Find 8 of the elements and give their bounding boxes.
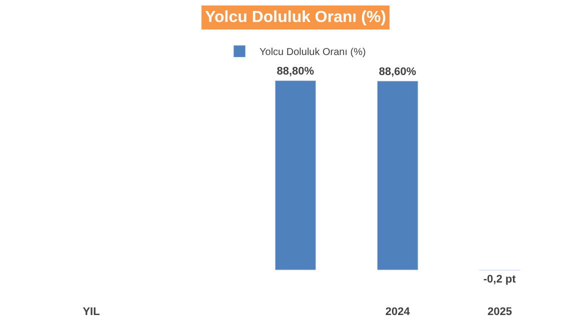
- x-tick-label: YIL: [82, 306, 100, 318]
- legend-label: Yolcu Doluluk Oranı (%): [260, 47, 366, 58]
- chart-title: Yolcu Doluluk Oranı (%): [205, 9, 386, 26]
- x-tick-label: 2025: [487, 306, 512, 318]
- data-label: -0,2 pt: [483, 273, 516, 286]
- data-label: 88,80%: [276, 66, 314, 78]
- x-tick-label: 2024: [385, 306, 411, 318]
- data-label: 88,60%: [378, 66, 416, 78]
